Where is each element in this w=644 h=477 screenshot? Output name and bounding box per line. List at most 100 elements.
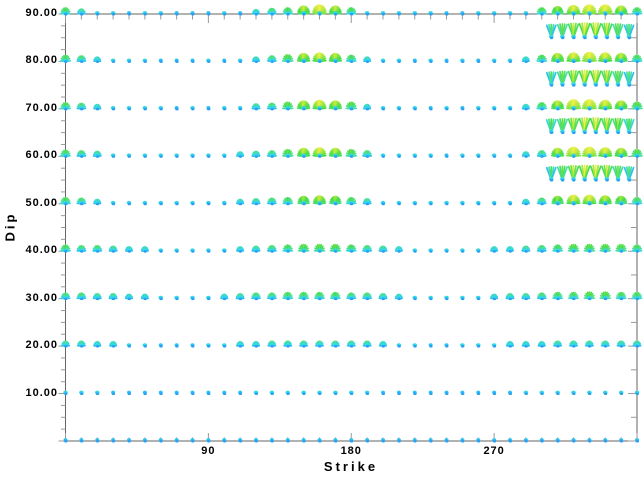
- rake-fan-glyph: [507, 58, 513, 63]
- rake-fan-glyph: [348, 390, 354, 396]
- rake-fan-glyph: [190, 105, 195, 111]
- rake-fan-glyph: [79, 390, 84, 396]
- rake-fan-glyph: [460, 11, 465, 16]
- rake-fan-glyph: [492, 438, 497, 443]
- rake-fan-glyph: [158, 438, 163, 443]
- rake-fan-glyph: [190, 200, 195, 206]
- rake-fan-glyph: [266, 55, 277, 63]
- y-tick-label: 30.00: [25, 291, 58, 304]
- rake-fan-glyph: [95, 438, 100, 443]
- rake-fan-glyph: [521, 340, 530, 348]
- rake-fan-glyph: [206, 248, 211, 253]
- rake-fan-glyph: [238, 390, 243, 396]
- rake-fan-glyph: [93, 56, 102, 63]
- rake-fan-glyph: [220, 293, 229, 301]
- rake-fan-glyph: [363, 56, 372, 63]
- rake-fan-glyph: [583, 291, 596, 301]
- rake-fan-glyph: [296, 147, 311, 158]
- rake-fan-glyph: [505, 246, 515, 253]
- rake-fan-glyph: [142, 343, 148, 348]
- rake-fan-glyph: [365, 438, 370, 443]
- rake-fan-glyph: [108, 245, 118, 253]
- rake-fan-glyph: [281, 148, 294, 158]
- rake-fan-glyph: [93, 340, 102, 348]
- rake-fan-glyph: [238, 11, 243, 16]
- rake-fan-glyph: [110, 11, 116, 16]
- rake-fan-glyph: [475, 105, 481, 111]
- rake-fan-glyph: [333, 438, 338, 443]
- rake-fan-glyph: [444, 105, 449, 111]
- rake-fan-glyph: [328, 52, 343, 63]
- rake-fan-glyph: [631, 101, 643, 111]
- rake-fan-glyph: [140, 293, 149, 301]
- rake-fan-glyph: [614, 100, 628, 111]
- rake-fan-glyph: [60, 244, 71, 253]
- rake-fan-glyph: [491, 153, 497, 158]
- rake-fan-glyph: [460, 295, 465, 301]
- rake-fan-glyph: [536, 149, 547, 158]
- rake-fan-glyph: [492, 390, 497, 396]
- narrow-fan-glyph: [567, 22, 580, 40]
- rake-fan-glyph: [552, 244, 564, 253]
- narrow-fan-glyph: [567, 69, 580, 87]
- rake-fan-glyph: [251, 340, 261, 348]
- rake-fan-glyph: [190, 248, 195, 253]
- rake-fan-glyph: [63, 438, 68, 443]
- rake-fan-glyph: [362, 197, 372, 206]
- rake-fan-glyph: [124, 246, 134, 253]
- rake-fan-glyph: [174, 343, 179, 348]
- y-tick-label: 70.00: [25, 101, 58, 114]
- rake-fan-glyph: [299, 340, 309, 348]
- rake-fan-glyph: [190, 153, 195, 158]
- rake-fan-glyph: [297, 243, 310, 253]
- rake-fan-glyph: [140, 246, 149, 253]
- rake-fan-glyph: [317, 438, 322, 443]
- rake-fan-glyph: [412, 200, 418, 206]
- rake-fan-glyph: [584, 340, 594, 348]
- rake-fan-glyph: [282, 196, 294, 206]
- rake-fan-glyph: [76, 8, 86, 16]
- rake-fan-glyph: [174, 390, 179, 396]
- rake-fan-glyph: [490, 293, 499, 301]
- rake-fan-glyph: [109, 340, 118, 348]
- rake-fan-glyph: [428, 153, 433, 158]
- rake-fan-glyph: [311, 4, 328, 16]
- rake-fan-glyph: [111, 390, 116, 396]
- rake-fan-glyph: [505, 340, 515, 348]
- rake-fan-glyph: [508, 438, 512, 443]
- rake-fan-glyph: [507, 153, 513, 158]
- y-tick-label: 60.00: [25, 149, 58, 162]
- rake-fan-glyph: [266, 102, 277, 111]
- rake-fan-glyph: [236, 198, 245, 206]
- rake-fan-glyph: [396, 58, 402, 63]
- rake-fan-glyph: [297, 195, 310, 206]
- rake-fan-glyph: [552, 291, 564, 301]
- rake-fan-glyph: [301, 438, 306, 443]
- rake-fan-glyph: [236, 340, 245, 348]
- rake-fan-glyph: [158, 58, 163, 63]
- rake-fan-glyph: [266, 292, 277, 301]
- rake-fan-glyph: [476, 58, 481, 63]
- rake-fan-glyph: [142, 438, 147, 443]
- y-tick-label: 10.00: [25, 386, 58, 399]
- rake-fan-glyph: [396, 153, 402, 158]
- rake-fan-glyph: [60, 7, 71, 16]
- rake-fan-glyph: [93, 103, 102, 111]
- rake-fan-glyph: [345, 148, 358, 158]
- rake-fan-glyph: [60, 54, 71, 63]
- rake-fan-glyph: [93, 198, 102, 206]
- rake-fan-glyph: [285, 438, 290, 443]
- rake-fan-glyph: [412, 295, 418, 301]
- rake-fan-glyph: [553, 340, 563, 348]
- y-tick-label: 20.00: [25, 339, 58, 352]
- rake-fan-glyph: [428, 200, 433, 206]
- rake-fan-glyph: [142, 153, 148, 158]
- rake-fan-glyph: [92, 292, 102, 301]
- rake-fan-glyph: [550, 147, 565, 158]
- rake-fan-glyph: [142, 200, 148, 206]
- rake-fan-glyph: [583, 243, 596, 253]
- narrow-fan-glyph: [556, 117, 568, 135]
- rake-fan-glyph: [460, 200, 465, 206]
- rake-fan-glyph: [536, 101, 548, 111]
- rake-fan-glyph: [571, 390, 576, 396]
